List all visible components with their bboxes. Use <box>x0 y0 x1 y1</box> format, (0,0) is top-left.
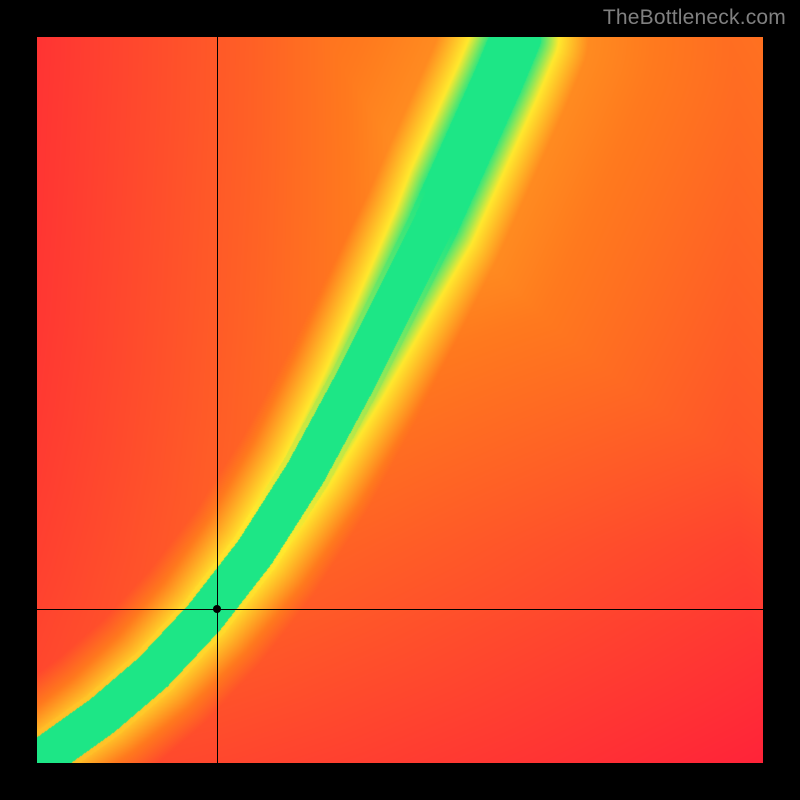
heatmap-plot <box>37 37 763 763</box>
crosshair-marker <box>213 605 221 613</box>
crosshair-horizontal <box>37 609 763 610</box>
heatmap-canvas <box>37 37 763 763</box>
crosshair-vertical <box>217 37 218 763</box>
attribution-text: TheBottleneck.com <box>603 6 786 30</box>
